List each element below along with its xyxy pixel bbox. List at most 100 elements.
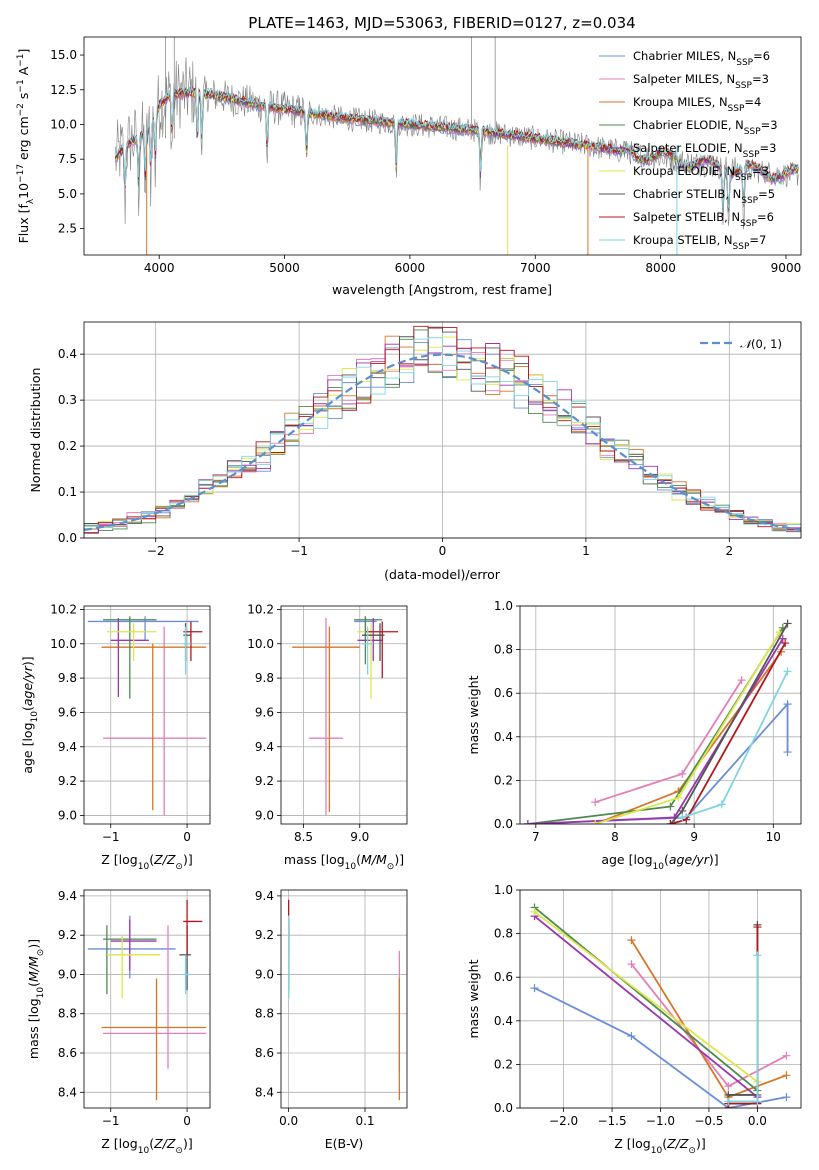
legend: 𝒩(0, 1) (700, 337, 782, 351)
label-part: ( (20, 706, 35, 711)
y-axis-label: mass [log10(M/M⊙)] (26, 939, 46, 1059)
y-axis-label: Flux [fλ10−17 erg cm−2 s−1 A−1] (16, 49, 36, 244)
y-tick-label: 9.0 (58, 808, 77, 822)
model-spectrum-kroupa-stelib (114, 86, 799, 213)
y-tick-label: 0.6 (494, 970, 513, 984)
legend-entry: Kroupa STELIB, NSSP=7 (633, 233, 766, 252)
panel-spectrum: 4000 5000 6000 7000 8000 9000 2.5 5.0 7.5 10.0 12.… (16, 36, 802, 297)
label-part: Z [log (101, 852, 137, 867)
label-part: Kroupa MILES, N (633, 95, 728, 109)
x-tick-label: 10 (766, 830, 781, 844)
series-marker (591, 820, 600, 824)
y-tick-label: 9.8 (58, 671, 77, 685)
y-tick-label: 5.0 (58, 187, 77, 201)
y-tick-label: 9.8 (255, 671, 274, 685)
label-part: 10 (653, 862, 665, 872)
label-part: =3 (752, 72, 769, 86)
label-part: =3 (752, 164, 769, 178)
axes-frame (519, 889, 802, 1109)
y-tick-label: 9.4 (58, 889, 77, 903)
series-marker (627, 1032, 636, 1041)
label-part: =3 (761, 118, 778, 132)
label-part: M/M (26, 956, 41, 982)
hist-chabrier-elodie (84, 329, 801, 532)
y-tick-label: 1.0 (494, 599, 513, 613)
x-tick-label: 0.1 (355, 1114, 374, 1128)
x-axis-label: E(B-V) (325, 1136, 364, 1151)
label-part: SSP (736, 58, 753, 68)
y-tick-label: 0.8 (494, 643, 513, 657)
y-tick-label: 9.6 (58, 705, 77, 719)
series-chabrier-stelib (727, 924, 759, 1108)
plot-area (530, 903, 791, 1108)
y-tick-label: 0.0 (494, 1101, 513, 1115)
y-tick-label: 0.4 (494, 1014, 513, 1028)
series-marker (674, 793, 683, 802)
label-part: Chabrier ELODIE, N (633, 118, 744, 132)
label-part: Salpeter STELIB, N (633, 210, 740, 224)
x-tick-label: 4000 (144, 261, 175, 275)
label-part: ⊙ (36, 949, 46, 957)
y-tick-label: 0.0 (58, 531, 77, 545)
label-part: =3 (760, 141, 777, 155)
series-marker (530, 907, 539, 916)
series-marker (666, 820, 675, 824)
hist-kroupa-stelib (84, 337, 801, 532)
x-tick-label: 5000 (269, 261, 300, 275)
x-tick-label: 0.0 (279, 1114, 298, 1128)
figure-title: PLATE=1463, MJD=53063, FIBERID=0127, z=0… (248, 14, 635, 32)
series-chabrier-miles (527, 701, 789, 824)
series-marker (783, 667, 792, 676)
legend-entry: Salpeter MILES, NSSP=3 (633, 72, 769, 91)
label-part: A (16, 66, 31, 79)
y-tick-label: 0.6 (494, 686, 513, 700)
label-part: M/M (361, 852, 387, 867)
x-tick-label: 0 (439, 544, 447, 558)
y-tick-label: 1.0 (494, 883, 513, 897)
label-part: =5 (758, 187, 775, 201)
label-part: ⊙ (175, 862, 183, 872)
label-part: age/yr (669, 852, 710, 867)
plot-area (287, 899, 401, 1101)
panel-mass-vs-Z: −1 08.48.68.89.09.29.4Z [log10(Z/Z⊙)]mass… (26, 889, 211, 1156)
panel-age-vs-mass: 8.5 9.0 9.0 9.2 9.4 9.6 9.8 10.0 10.2 mass [log10… (247, 602, 408, 872)
series-salpeter-elodie (533, 915, 758, 1098)
series-marker (753, 951, 762, 960)
legend-entry: Kroupa ELODIE, NSSP=3 (633, 164, 769, 183)
label-part: ⊙ (688, 1146, 696, 1156)
hist-chabrier-stelib (84, 326, 801, 533)
series-marker (666, 802, 675, 811)
y-tick-label: 15.0 (50, 48, 77, 62)
panel-mass-vs-EBV: 0.0 0.1 8.4 8.6 8.8 9.0 9.2 9.4 E(B-V) (255, 889, 408, 1151)
plot-area (87, 616, 207, 816)
label-part: (0, 1) (751, 337, 782, 351)
series-marker (724, 1097, 733, 1106)
y-tick-label: 9.6 (255, 705, 274, 719)
y-tick-label: 9.0 (58, 967, 77, 981)
model-spectrum-kroupa-miles (114, 89, 589, 188)
y-tick-label: 8.6 (255, 1046, 274, 1060)
series-marker (782, 1093, 791, 1102)
label-part: )] (709, 852, 719, 867)
legend-entry: Salpeter ELODIE, NSSP=3 (633, 141, 776, 160)
plot-area (87, 899, 207, 1101)
label-part: s (16, 93, 31, 104)
plot-area (523, 619, 792, 824)
axes-frame (83, 321, 802, 539)
series-kroupa-miles (594, 651, 782, 824)
y-tick-label: 0.4 (58, 347, 77, 361)
label-part: ( (26, 982, 41, 987)
x-tick-label: 7 (532, 830, 540, 844)
y-tick-label: 9.2 (255, 928, 274, 942)
x-tick-label: −1 (102, 1114, 120, 1128)
y-tick-label: 8.8 (255, 1007, 274, 1021)
y-axis-label: Normed distribution (28, 368, 43, 493)
series-marker (724, 1082, 733, 1091)
label-part: 10 (345, 862, 357, 872)
axes-frame (519, 605, 802, 825)
y-tick-label: 9.0 (255, 967, 274, 981)
label-part: Z/Z (153, 1136, 176, 1151)
legend-entry: 𝒩(0, 1) (740, 337, 782, 351)
label-part: age/yr (20, 665, 35, 706)
